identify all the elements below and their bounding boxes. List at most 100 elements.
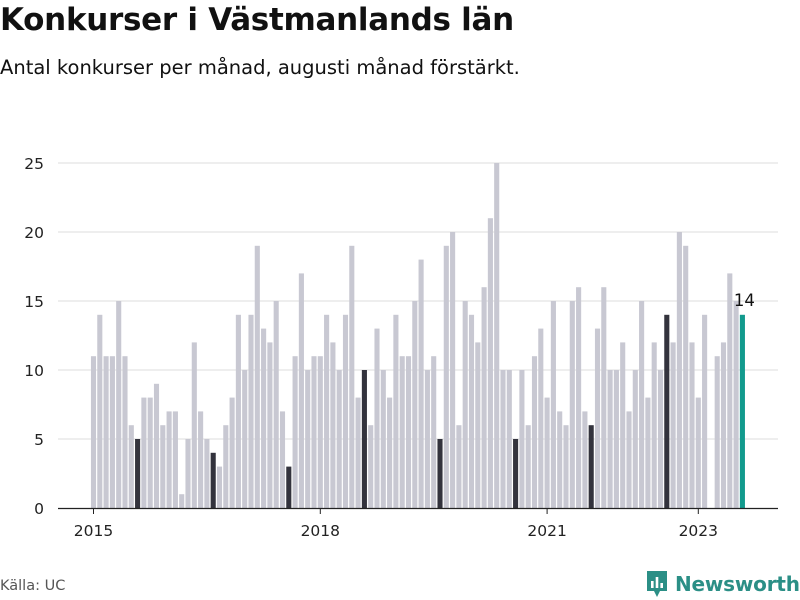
latest-value-label: 14	[734, 291, 755, 310]
bar	[103, 356, 109, 508]
bar	[135, 439, 141, 508]
bar	[330, 342, 336, 508]
newsworthy-logo-icon	[647, 571, 667, 597]
bar	[324, 314, 330, 508]
y-tick-label: 5	[34, 431, 44, 449]
bar	[443, 245, 449, 509]
bar	[468, 314, 475, 508]
y-tick-label: 20	[24, 224, 44, 242]
bar	[613, 370, 619, 508]
bar	[475, 342, 481, 508]
bar	[254, 245, 260, 509]
bar	[487, 218, 493, 508]
bar	[632, 370, 638, 508]
bar	[179, 494, 185, 508]
bar	[544, 397, 550, 508]
bar	[481, 287, 487, 508]
bar	[582, 411, 588, 508]
bar	[702, 314, 708, 508]
bar	[626, 411, 632, 508]
bar	[620, 342, 626, 508]
bar	[229, 397, 235, 508]
bar	[557, 411, 563, 508]
bar	[519, 370, 525, 508]
bar	[506, 370, 512, 508]
bar	[651, 342, 657, 508]
bar	[500, 370, 506, 508]
y-tick-label: 25	[24, 155, 44, 173]
bar	[431, 356, 437, 508]
bar	[368, 425, 374, 508]
bar	[242, 370, 248, 508]
bar	[336, 370, 342, 508]
bar	[361, 370, 367, 508]
bar	[550, 301, 556, 508]
bar	[355, 397, 361, 508]
bar	[305, 370, 311, 508]
bar	[248, 314, 254, 508]
bar	[311, 356, 317, 508]
bar	[513, 439, 519, 508]
chart-title: Konkurser i Västmanlands län	[0, 2, 514, 38]
bar	[380, 370, 386, 508]
bar	[494, 163, 500, 508]
bar	[412, 301, 418, 508]
bar	[462, 301, 468, 508]
bar	[185, 439, 191, 508]
x-tick-label: 2021	[527, 522, 566, 540]
bar	[349, 245, 355, 509]
bar	[393, 314, 399, 508]
bar	[153, 383, 160, 508]
y-tick-label: 10	[24, 362, 44, 380]
bar	[292, 356, 298, 508]
bar	[166, 411, 172, 508]
bar	[387, 397, 393, 508]
bar	[418, 259, 424, 508]
newsworthy-logo: Newsworthy	[645, 569, 800, 599]
bar	[298, 273, 304, 508]
bar	[128, 425, 134, 508]
y-tick-label: 0	[34, 500, 44, 518]
bar	[733, 301, 739, 508]
bar	[90, 356, 97, 508]
bar	[109, 356, 115, 508]
bar	[676, 232, 682, 508]
bar	[525, 425, 531, 508]
bar	[450, 232, 456, 508]
x-tick-label: 2023	[679, 522, 718, 540]
bar	[538, 328, 544, 508]
bar	[594, 328, 601, 508]
bar	[97, 314, 103, 508]
bar	[160, 425, 166, 508]
bar	[739, 314, 745, 508]
bar	[204, 439, 210, 508]
bar	[588, 425, 594, 508]
bar	[235, 314, 241, 508]
bar	[191, 342, 197, 508]
brand-name: Newsworthy	[675, 572, 800, 596]
bar	[267, 342, 273, 508]
bar	[531, 356, 538, 508]
bar	[683, 245, 689, 509]
bar	[317, 356, 323, 508]
bar	[437, 439, 443, 508]
bar	[223, 425, 229, 508]
bar	[601, 287, 607, 508]
bar	[569, 301, 575, 508]
bar	[456, 425, 462, 508]
bar	[664, 314, 670, 508]
bar	[216, 466, 223, 508]
y-tick-label: 15	[24, 293, 44, 311]
x-tick-label: 2015	[74, 522, 113, 540]
bar	[670, 342, 676, 508]
source-label: Källa: UC	[0, 578, 66, 594]
bar	[374, 328, 380, 508]
bar	[399, 356, 405, 508]
bar	[689, 342, 695, 508]
bar	[286, 466, 292, 508]
bar	[172, 411, 178, 508]
bar	[714, 356, 720, 508]
bar	[279, 411, 286, 508]
bar	[607, 370, 613, 508]
